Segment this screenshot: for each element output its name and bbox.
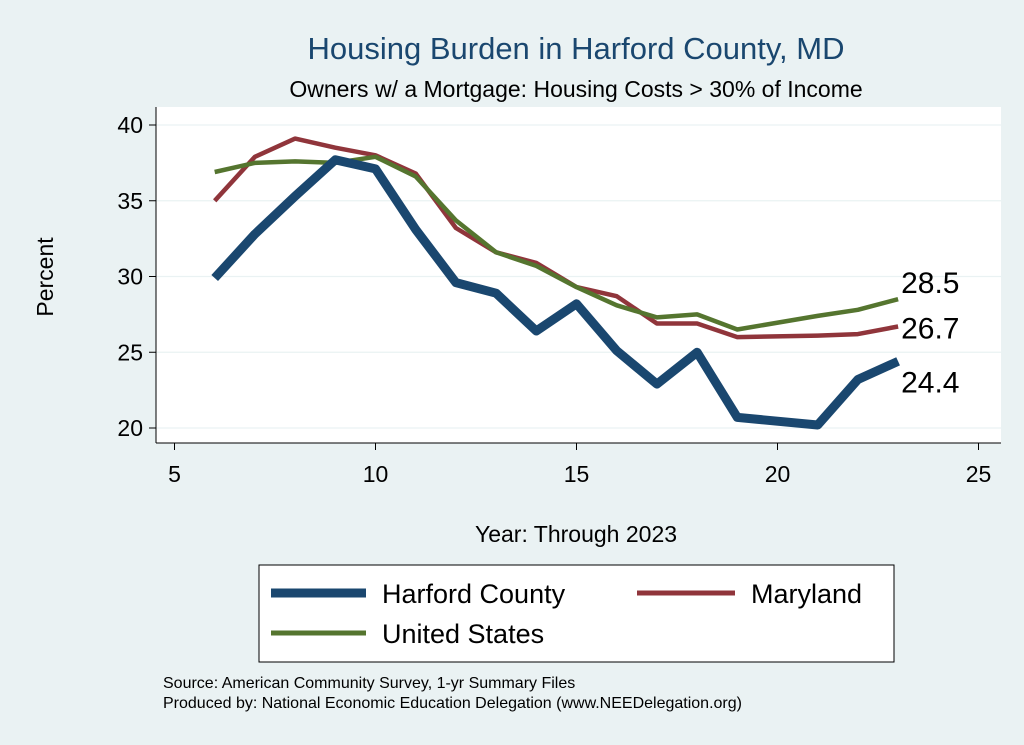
y-tick-label: 40 [117,112,143,138]
series-layer [211,136,900,430]
legend-label-maryland: Maryland [751,579,862,609]
y-tick-label: 20 [117,415,143,441]
y-tick-label: 35 [117,188,143,214]
x-tick-label: 20 [765,461,791,487]
legend: Harford County Maryland United States [258,564,895,663]
end-label-united-states: 28.5 [901,267,959,300]
y-tick-label: 25 [117,339,143,365]
x-tick-label: 10 [363,461,389,487]
produced-by-note: Produced by: National Economic Education… [163,695,742,712]
end-label-maryland: 26.7 [901,312,959,345]
chart-subtitle: Owners w/ a Mortgage: Housing Costs > 30… [289,76,862,102]
y-tick-label: 30 [117,264,143,290]
chart-title: Housing Burden in Harford County, MD [307,31,844,66]
x-axis-label: Year: Through 2023 [475,521,677,547]
x-tick-label: 15 [564,461,590,487]
x-tick-label: 5 [168,461,181,487]
axes: 20 25 30 35 40 5 10 15 20 25 [117,107,1001,487]
source-note: Source: American Community Survey, 1-yr … [163,675,575,692]
legend-label-harford-county: Harford County [382,579,566,609]
end-labels: 24.4 26.7 28.5 [901,267,959,399]
end-label-harford-county: 24.4 [901,366,959,399]
plot-area [156,107,1001,443]
y-axis-label: Percent [32,237,58,317]
legend-box [258,564,895,663]
x-tick-label: 25 [966,461,992,487]
legend-label-united-states: United States [382,619,544,649]
